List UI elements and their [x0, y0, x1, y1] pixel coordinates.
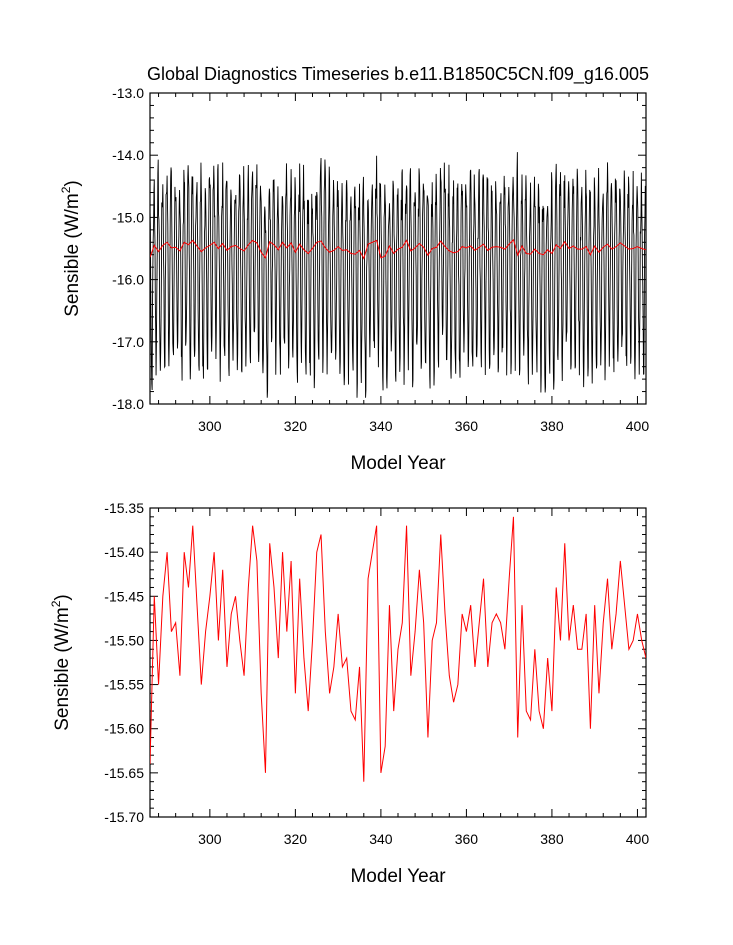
- monthly-series-line: [150, 152, 646, 398]
- annual-mean-series-line: [150, 238, 646, 260]
- y-tick-label: -18.0: [112, 396, 144, 412]
- x-tick-label: 360: [455, 418, 479, 434]
- x-tick-label: 340: [369, 831, 393, 847]
- x-axis-label: Model Year: [350, 866, 446, 887]
- y-tick-label: -14.0: [112, 147, 144, 163]
- panel-bottom-annual-means: 300 320 340 360 380 400 -15.35 -15.40 -15.45 -15.…: [49, 500, 649, 887]
- x-tick-label: 320: [284, 831, 308, 847]
- y-tick-label: -15.70: [104, 809, 144, 825]
- data-lines: [150, 516, 646, 782]
- y-axis-label: Sensible (W/m2): [59, 180, 83, 317]
- y-tick-label: -17.0: [112, 334, 144, 350]
- y-tick-label: -15.50: [104, 632, 144, 648]
- annual-mean-series-line: [150, 516, 646, 782]
- y-tick-label: -16.0: [112, 272, 144, 288]
- y-tick-label: -15.65: [104, 765, 144, 781]
- x-tick-label: 360: [455, 831, 479, 847]
- x-axis-label: Model Year: [350, 453, 446, 474]
- y-tick-label: -15.60: [104, 721, 144, 737]
- x-tick-label: 340: [369, 418, 393, 434]
- y-axis-label: Sensible (W/m2): [49, 594, 73, 731]
- x-tick-label: 300: [198, 831, 222, 847]
- plot-frame: [149, 507, 647, 818]
- panel-top-timeseries: 300 320 340 360 380 400 -13.0 -14.0 -15.0 -16.0 -1…: [59, 85, 649, 474]
- y-tick-label: -15.45: [104, 588, 144, 604]
- x-tick-label: 380: [540, 418, 564, 434]
- data-lines: [150, 152, 646, 398]
- x-tick-label: 300: [198, 418, 222, 434]
- x-tick-label: 400: [626, 831, 650, 847]
- y-tick-label: -15.55: [104, 677, 144, 693]
- x-tick-label: 380: [540, 831, 564, 847]
- y-tick-label: -15.40: [104, 544, 144, 560]
- figure-title: Global Diagnostics Timeseries b.e11.B185…: [147, 64, 649, 85]
- x-tick-label: 320: [284, 418, 308, 434]
- y-tick-label: -13.0: [112, 85, 144, 101]
- x-tick-label: 400: [626, 418, 650, 434]
- y-tick-label: -15.35: [104, 500, 144, 516]
- y-tick-label: -15.0: [112, 209, 144, 225]
